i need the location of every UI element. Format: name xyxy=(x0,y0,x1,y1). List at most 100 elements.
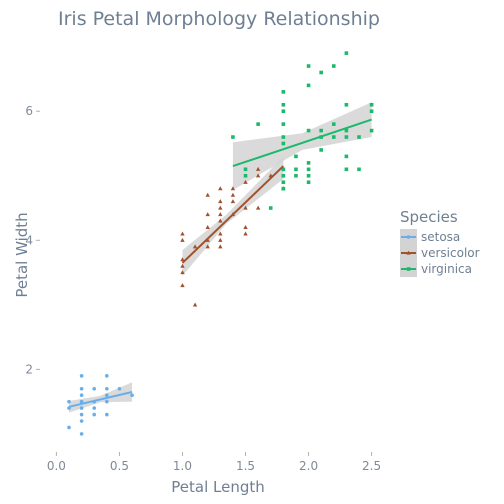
point-virginica xyxy=(281,135,286,139)
point-virginica xyxy=(369,128,374,133)
point-versicolor xyxy=(205,192,210,197)
y-axis-title: Petal Width xyxy=(13,212,31,297)
point-virginica xyxy=(306,180,311,185)
plot-area xyxy=(67,51,374,436)
point-virginica xyxy=(281,173,286,178)
point-virginica xyxy=(281,90,286,94)
point-virginica xyxy=(369,102,374,107)
chart-title: Iris Petal Morphology Relationship xyxy=(58,8,380,30)
x-axis: 0.0 0.5 1.0 1.5 2.0 2.5 xyxy=(47,452,381,473)
point-virginica xyxy=(231,135,235,139)
point-versicolor xyxy=(180,257,185,262)
point-versicolor xyxy=(192,302,198,307)
fit-line-versicolor xyxy=(181,165,285,264)
point-versicolor xyxy=(255,173,261,178)
point-virginica xyxy=(319,148,323,152)
point-setosa xyxy=(79,399,84,404)
point-setosa xyxy=(105,412,109,417)
point-setosa xyxy=(117,386,122,391)
y-axis: 2 4 6 xyxy=(25,104,40,376)
legend-label-virginica: virginica xyxy=(421,262,472,276)
point-setosa xyxy=(79,406,84,410)
point-virginica xyxy=(281,180,286,185)
x-tick-label: 2.5 xyxy=(362,459,381,473)
point-versicolor xyxy=(218,244,223,249)
point-virginica xyxy=(344,102,349,107)
point-versicolor xyxy=(230,192,236,197)
point-setosa xyxy=(67,425,71,430)
y-tick-label: 4 xyxy=(25,233,33,247)
point-virginica xyxy=(344,128,349,133)
point-virginica xyxy=(294,173,298,178)
point-virginica xyxy=(281,186,286,191)
point-setosa xyxy=(105,393,109,398)
point-versicolor xyxy=(218,231,223,236)
legend-title: Species xyxy=(400,208,458,226)
point-virginica xyxy=(306,64,311,68)
x-tick-label: 0.5 xyxy=(110,459,129,473)
point-versicolor xyxy=(218,205,223,210)
point-setosa xyxy=(79,412,84,417)
legend-marker-virginica xyxy=(406,267,411,271)
x-tick-label: 0.0 xyxy=(47,459,66,473)
point-virginica xyxy=(281,102,286,107)
point-versicolor xyxy=(205,244,210,249)
point-virginica xyxy=(306,173,311,178)
point-virginica xyxy=(294,167,298,172)
point-versicolor xyxy=(218,199,223,204)
point-setosa xyxy=(92,412,97,417)
point-virginica xyxy=(331,122,336,126)
point-virginica xyxy=(243,167,248,172)
x-axis-title: Petal Length xyxy=(171,478,265,496)
point-virginica xyxy=(281,122,286,126)
point-versicolor xyxy=(243,205,248,210)
point-virginica xyxy=(319,70,323,75)
point-virginica xyxy=(319,128,323,133)
point-virginica xyxy=(331,64,336,68)
point-setosa xyxy=(92,406,97,410)
point-virginica xyxy=(306,128,311,133)
point-versicolor xyxy=(205,224,210,229)
point-versicolor xyxy=(180,231,185,236)
point-virginica xyxy=(256,122,260,126)
point-virginica xyxy=(369,109,374,114)
point-versicolor xyxy=(230,186,236,191)
point-virginica xyxy=(306,161,311,165)
point-versicolor xyxy=(180,263,185,268)
point-setosa xyxy=(130,393,134,398)
point-versicolor xyxy=(180,270,185,275)
point-setosa xyxy=(79,374,84,378)
legend-marker-versicolor xyxy=(406,250,411,255)
point-virginica xyxy=(344,154,349,159)
fit-line-setosa xyxy=(68,391,133,408)
point-virginica xyxy=(344,135,349,139)
point-versicolor xyxy=(243,224,248,229)
legend-label-setosa: setosa xyxy=(421,230,460,244)
point-virginica xyxy=(268,206,273,210)
y-tick-label: 6 xyxy=(25,104,33,118)
legend: Species setosa versicolor virginica xyxy=(400,208,480,277)
x-tick-label: 1.5 xyxy=(236,459,255,473)
point-setosa xyxy=(67,399,71,404)
point-setosa xyxy=(79,432,84,436)
point-versicolor xyxy=(218,212,223,217)
confidence-band-virginica xyxy=(232,102,372,190)
confidence-band-versicolor xyxy=(182,156,284,276)
point-setosa xyxy=(79,386,84,391)
point-versicolor xyxy=(243,231,248,236)
point-virginica xyxy=(281,167,286,172)
point-virginica xyxy=(344,167,349,172)
point-virginica xyxy=(281,141,286,146)
point-virginica xyxy=(306,167,311,172)
point-virginica xyxy=(281,109,286,114)
point-versicolor xyxy=(230,199,236,204)
point-versicolor xyxy=(255,205,261,210)
point-setosa xyxy=(105,374,109,378)
point-virginica xyxy=(357,167,361,172)
point-versicolor xyxy=(218,218,223,223)
point-setosa xyxy=(105,399,109,404)
point-versicolor xyxy=(180,283,185,288)
point-setosa xyxy=(92,386,97,391)
legend-marker-setosa xyxy=(406,235,411,239)
point-virginica xyxy=(331,135,336,139)
